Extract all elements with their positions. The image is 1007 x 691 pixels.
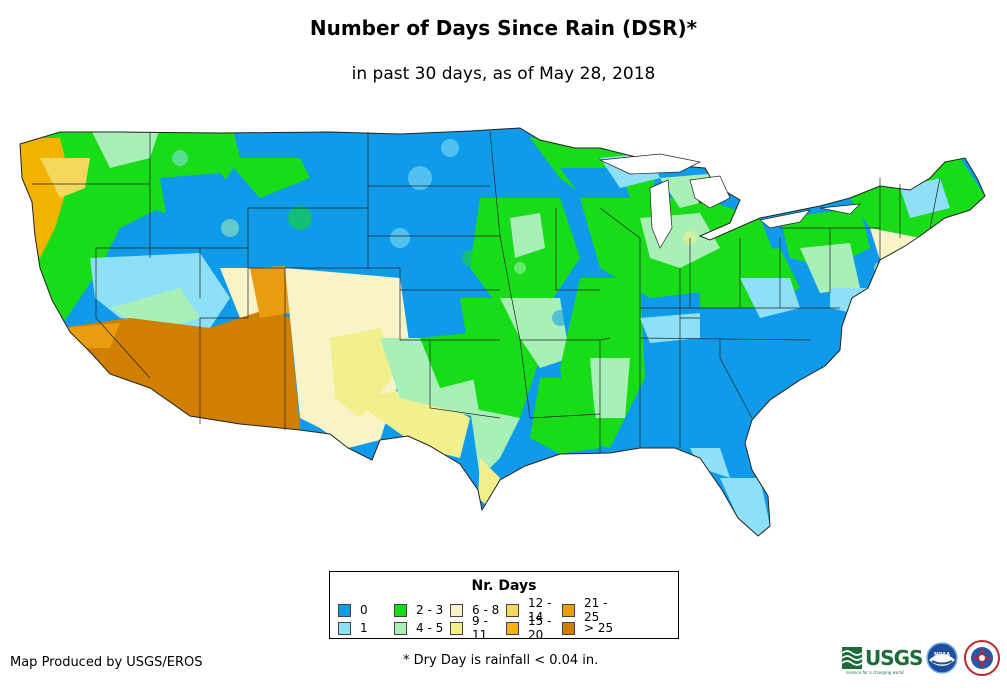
usgs-wave-icon: [842, 647, 862, 669]
legend: Nr. Days 0 1 2 - 3 4 - 5 6 - 8 9 - 11 12…: [329, 571, 679, 642]
legend-swatch: [562, 603, 575, 617]
legend-swatch: [394, 621, 407, 635]
legend-item-15-20: 15 - 20: [506, 614, 562, 642]
map-credit: Map Produced by USGS/EROS: [10, 655, 203, 670]
legend-label: > 25: [584, 621, 614, 635]
map-title: Number of Days Since Rain (DSR)*: [309, 16, 698, 40]
legend-label: 4 - 5: [416, 621, 444, 635]
agency-logos: USGS science for a changing world NOAA: [842, 638, 1002, 682]
legend-item-4-5: 4 - 5: [394, 619, 450, 637]
nws-logo-icon: [964, 640, 1000, 676]
legend-label: 2 - 3: [416, 603, 444, 617]
legend-swatch: [506, 621, 519, 635]
noaa-text: NOAA: [934, 652, 950, 658]
legend-label: 9 - 11: [472, 614, 488, 642]
legend-grid: 0 1 2 - 3 4 - 5 6 - 8 9 - 11 12 - 14 15 …: [338, 596, 674, 642]
legend-item-0: 0: [338, 601, 394, 619]
legend-item-9-11: 9 - 11: [450, 614, 506, 642]
great-lakes: [598, 153, 861, 249]
usgs-tagline: science for a changing world: [846, 670, 904, 675]
legend-label: 21 - 25: [584, 596, 608, 624]
legend-swatch: [394, 603, 407, 617]
us-map-svg: [19, 127, 986, 537]
legend-label: 12 - 14: [528, 596, 552, 624]
rainfall-layer: [20, 128, 985, 536]
legend-swatch: [506, 603, 519, 617]
legend-swatch: [450, 603, 463, 617]
map-subtitle: in past 30 days, as of May 28, 2018: [351, 64, 656, 84]
legend-item-21-25: 21 - 25: [562, 596, 618, 624]
us-map: [0, 118, 1007, 548]
legend-item-gt-25: > 25: [562, 619, 618, 637]
usgs-wordmark: USGS: [865, 646, 923, 670]
legend-item-2-3: 2 - 3: [394, 601, 450, 619]
legend-label: 0: [360, 603, 368, 617]
state-boundaries: [32, 131, 941, 453]
legend-swatch: [338, 603, 351, 617]
noaa-logo-icon: NOAA: [926, 642, 958, 674]
legend-item-1: 1: [338, 619, 394, 637]
us-outline: [19, 127, 986, 537]
legend-swatch: [450, 621, 463, 635]
legend-title: Nr. Days: [471, 578, 537, 594]
legend-item-12-14: 12 - 14: [506, 596, 562, 624]
legend-swatch: [562, 621, 575, 635]
legend-label: 1: [360, 621, 368, 635]
legend-item-6-8: 6 - 8: [450, 601, 506, 619]
legend-label: 15 - 20: [528, 614, 552, 642]
dry-day-footnote: * Dry Day is rainfall < 0.04 in.: [403, 653, 599, 668]
legend-label: 6 - 8: [472, 603, 500, 617]
legend-swatch: [338, 621, 351, 635]
usgs-logo-icon: USGS: [842, 644, 923, 672]
